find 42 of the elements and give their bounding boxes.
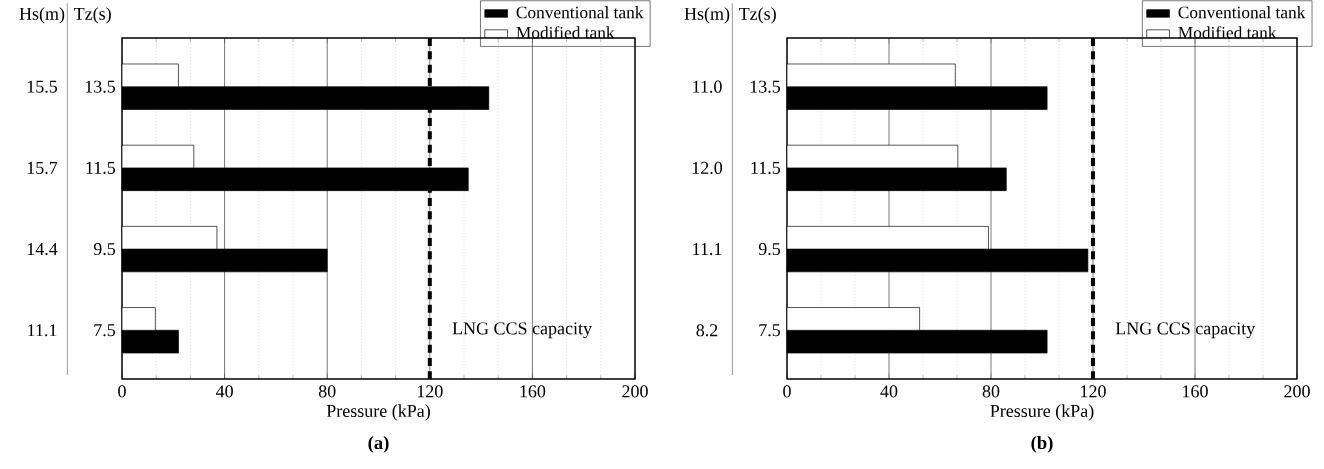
legend-label: Modified tank: [1178, 26, 1277, 39]
y-tick-label: 9.5: [93, 243, 116, 256]
y-tick-label: 11.5: [751, 161, 781, 174]
y-tick-label: 13.5: [750, 80, 781, 93]
text: 11.1: [28, 324, 57, 337]
legend-label: Conventional tank: [1178, 6, 1306, 19]
text: 14.4: [27, 243, 58, 256]
x-axis-title: Pressure (kPa): [326, 404, 430, 421]
x-tick-label: 0: [783, 385, 791, 398]
y-tick-label: 13.5: [85, 80, 116, 93]
x-tick-label: 40: [880, 385, 898, 398]
x-axis-title: Pressure (kPa): [990, 404, 1094, 421]
text: Tz(s): [739, 7, 776, 24]
x-tick-label: 40: [215, 385, 233, 398]
text: 15.7: [27, 161, 58, 174]
y-tick-label: 7.5: [94, 324, 116, 337]
text: Hs(m): [19, 7, 65, 24]
y-tick-label: 9.5: [758, 243, 781, 256]
text: 8.2: [696, 324, 718, 337]
x-tick-label: 80: [982, 385, 1000, 398]
text: (b): [1031, 435, 1053, 453]
y-tick-label: 7.5: [759, 324, 781, 337]
x-tick-label: 200: [1284, 385, 1310, 398]
ref-line-label: LNG CCS capacity: [452, 322, 592, 339]
x-tick-label: 80: [318, 385, 336, 398]
text: Tz(s): [74, 7, 111, 24]
x-tick-label: 200: [622, 385, 648, 398]
text: (a): [368, 435, 389, 453]
text: 11.1: [693, 243, 722, 256]
legend-label: Modified tank: [516, 26, 615, 39]
text: 15.5: [27, 80, 58, 93]
x-tick-label: 120: [417, 385, 443, 398]
text: Hs(m): [684, 7, 730, 24]
x-tick-label: 160: [1183, 385, 1208, 398]
ref-line-label: LNG CCS capacity: [1115, 322, 1256, 339]
x-tick-label: 120: [1081, 385, 1106, 398]
text: 12.0: [692, 161, 723, 175]
legend-label: Conventional tank: [516, 6, 644, 19]
text: 11.0: [693, 80, 722, 93]
x-tick-label: 160: [520, 385, 546, 398]
x-tick-label: 0: [118, 385, 126, 398]
y-tick-label: 11.5: [86, 161, 116, 174]
